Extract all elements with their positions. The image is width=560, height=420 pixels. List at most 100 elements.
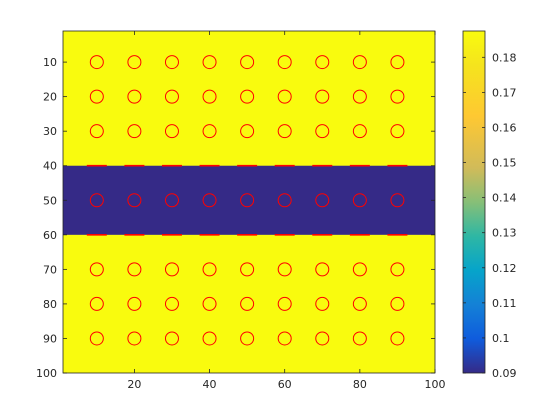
y-tick-label: 60 — [43, 229, 57, 242]
marker-circle — [390, 296, 405, 311]
y-tick-label: 70 — [43, 263, 57, 276]
marker-circle — [315, 331, 330, 346]
heatmap-regions — [63, 31, 435, 373]
interface-marks — [86, 164, 408, 236]
heatmap-region-3 — [63, 234, 435, 373]
marker-circle — [315, 124, 330, 139]
colorbar-tick-label: 0.13 — [492, 227, 517, 240]
colorbar-tick-label: 0.1 — [492, 332, 510, 345]
marker-circle — [352, 262, 367, 277]
y-tick-label: 90 — [43, 332, 57, 345]
marker-circle — [164, 124, 179, 139]
colorbar-ticks: 0.09 0.1 0.11 0.12 0.13 0.14 0.15 0.16 0.17 0.18 — [463, 51, 517, 380]
marker-circle — [390, 193, 405, 208]
colorbar-gradient — [463, 31, 485, 373]
marker-circle — [352, 331, 367, 346]
marker-circle — [352, 89, 367, 104]
marker-circle — [277, 331, 292, 346]
x-tick-label: 20 — [127, 378, 141, 391]
marker-circle — [390, 124, 405, 139]
marker-circle — [352, 55, 367, 70]
marker-circle — [164, 193, 179, 208]
colorbar-tick-label: 0.15 — [492, 157, 517, 170]
marker-circle — [277, 296, 292, 311]
plot-area — [63, 31, 435, 373]
marker-circle — [202, 331, 217, 346]
marker-circle — [390, 55, 405, 70]
marker-circle — [277, 193, 292, 208]
marker-circle — [390, 331, 405, 346]
marker-circle — [352, 124, 367, 139]
marker-circle — [127, 55, 142, 70]
marker-circles — [89, 55, 405, 346]
marker-circle — [277, 262, 292, 277]
marker-circle — [164, 55, 179, 70]
marker-circle — [240, 89, 255, 104]
marker-circle — [127, 124, 142, 139]
marker-circle — [390, 89, 405, 104]
plot-frame — [62, 30, 436, 374]
colorbar-tick-label: 0.11 — [492, 297, 517, 310]
x-tick-label: 60 — [278, 378, 292, 391]
y-tick-label: 40 — [43, 160, 57, 173]
marker-circle — [127, 89, 142, 104]
y-tick-label: 30 — [43, 125, 57, 138]
heatmap-region-2 — [63, 165, 435, 236]
marker-circle — [240, 55, 255, 70]
marker-circle — [127, 296, 142, 311]
marker-circle — [202, 193, 217, 208]
x-tick-label: 40 — [203, 378, 217, 391]
marker-circle — [202, 55, 217, 70]
marker-circle — [89, 262, 104, 277]
marker-circle — [315, 55, 330, 70]
marker-circle — [315, 296, 330, 311]
x-axis: 20 40 60 80 100 — [127, 31, 446, 391]
x-tick-label: 80 — [353, 378, 367, 391]
marker-circle — [164, 89, 179, 104]
y-tick-label: 50 — [43, 194, 57, 207]
colorbar-tick-label: 0.12 — [492, 262, 517, 275]
y-axis: 10 20 30 40 50 60 70 80 90 100 — [36, 56, 435, 380]
marker-circle — [390, 262, 405, 277]
marker-circle — [315, 262, 330, 277]
marker-circle — [127, 331, 142, 346]
colorbar-tick-label: 0.17 — [492, 86, 517, 99]
colorbar-tick-label: 0.09 — [492, 367, 517, 380]
marker-circle — [89, 193, 104, 208]
colorbar-tick-label: 0.18 — [492, 51, 517, 64]
marker-circle — [164, 296, 179, 311]
x-tick-label: 100 — [425, 378, 446, 391]
marker-circle — [277, 124, 292, 139]
marker-circle — [202, 89, 217, 104]
marker-circle — [240, 193, 255, 208]
marker-circle — [89, 55, 104, 70]
marker-circle — [240, 331, 255, 346]
marker-circle — [240, 296, 255, 311]
marker-circle — [315, 89, 330, 104]
marker-circle — [277, 89, 292, 104]
y-tick-label: 80 — [43, 298, 57, 311]
marker-circle — [277, 55, 292, 70]
marker-circle — [89, 89, 104, 104]
y-tick-label: 10 — [43, 56, 57, 69]
y-tick-label: 100 — [36, 367, 57, 380]
marker-circle — [127, 262, 142, 277]
marker-circle — [202, 262, 217, 277]
marker-circle — [315, 193, 330, 208]
marker-circle — [202, 296, 217, 311]
marker-circle — [89, 331, 104, 346]
marker-circle — [127, 193, 142, 208]
marker-circle — [352, 296, 367, 311]
y-tick-label: 20 — [43, 91, 57, 104]
marker-circle — [240, 262, 255, 277]
colorbar-tick-label: 0.16 — [492, 121, 517, 134]
heatmap-region-1 — [63, 31, 435, 167]
marker-circle — [89, 124, 104, 139]
marker-circle — [164, 331, 179, 346]
marker-circle — [240, 124, 255, 139]
marker-circle — [89, 296, 104, 311]
marker-circle — [164, 262, 179, 277]
colorbar-frame — [462, 30, 486, 374]
colorbar-tick-label: 0.14 — [492, 192, 517, 205]
